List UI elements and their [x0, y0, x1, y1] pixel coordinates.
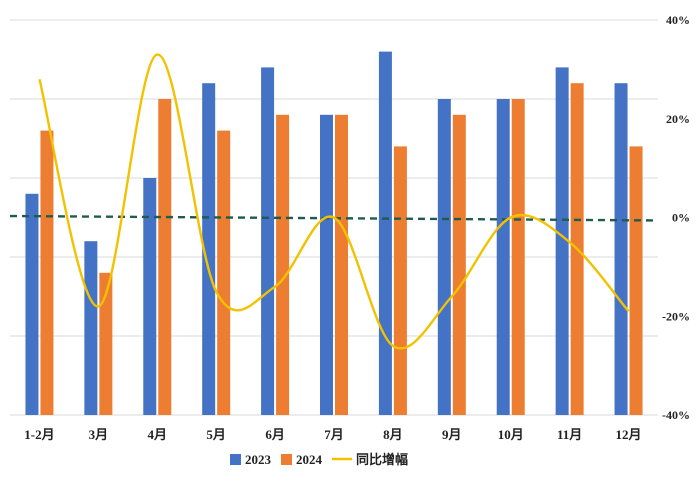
x-tick-label: 12月 — [616, 427, 642, 442]
bar-2024 — [335, 114, 348, 416]
y-tick-label: 20% — [666, 112, 690, 126]
bar-2023 — [143, 178, 157, 415]
bar-2024 — [452, 114, 466, 416]
legend-swatch — [281, 454, 292, 465]
x-tick-label: 11月 — [557, 427, 582, 442]
bar-2024 — [99, 272, 113, 415]
bar-2023 — [84, 241, 98, 415]
x-tick-label: 7月 — [324, 427, 344, 442]
bar-2023 — [496, 99, 510, 415]
legend-label: 2023 — [245, 452, 272, 467]
x-tick-label: 3月 — [89, 427, 109, 442]
bar-2023 — [320, 114, 333, 416]
x-tick-label: 5月 — [206, 427, 226, 442]
bar-2023 — [378, 51, 392, 415]
x-tick-label: 8月 — [383, 427, 403, 442]
bar-2023 — [202, 83, 216, 415]
bar-2023 — [555, 67, 569, 416]
bar-2024 — [217, 130, 231, 415]
line-series-yoy — [38, 53, 630, 350]
bar-2024 — [40, 130, 54, 415]
x-tick-label: 4月 — [148, 427, 168, 442]
x-tick-label: 9月 — [442, 427, 462, 442]
bar-2024 — [629, 146, 643, 415]
bar-2023 — [437, 99, 451, 415]
y-tick-label: -20% — [662, 309, 690, 323]
bar-2024 — [511, 99, 525, 415]
x-tick-label: 1-2月 — [24, 427, 54, 442]
bar-2023 — [614, 83, 628, 415]
legend-label: 2024 — [296, 452, 323, 467]
y-tick-label: 40% — [666, 13, 690, 27]
x-tick-label: 6月 — [265, 427, 285, 442]
bar-2023 — [25, 193, 39, 415]
legend-label: 同比增幅 — [356, 452, 408, 467]
bar-2024 — [158, 99, 172, 415]
y-tick-label: 0% — [672, 211, 690, 225]
legend-swatch — [230, 454, 241, 465]
bar-2024 — [276, 114, 290, 416]
x-tick-label: 10月 — [498, 427, 524, 442]
y-tick-label: -40% — [662, 408, 690, 422]
bar-2023 — [261, 67, 275, 416]
bar-2024 — [393, 146, 407, 415]
